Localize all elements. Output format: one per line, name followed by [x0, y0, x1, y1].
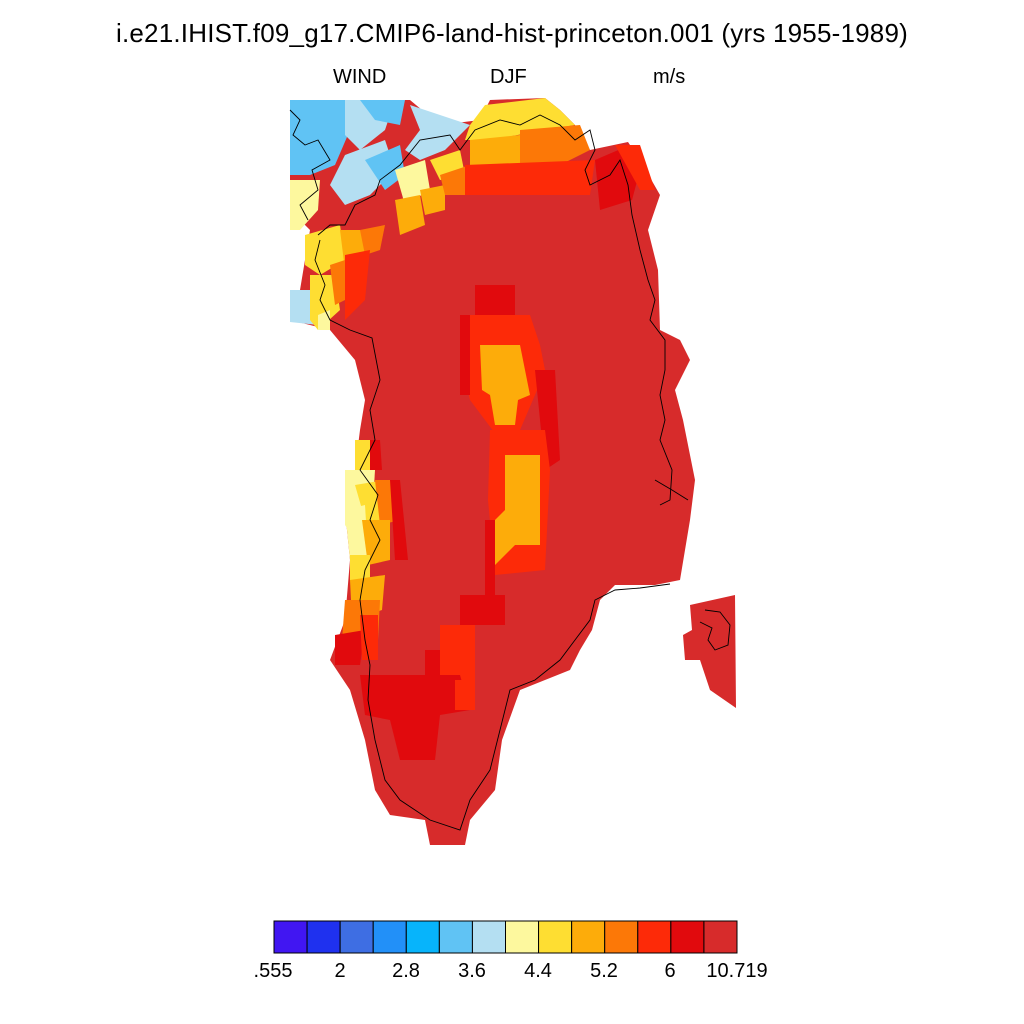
colorbar-swatch [372, 920, 407, 954]
wind-patch [520, 125, 590, 165]
wind-patch [360, 100, 405, 125]
wind-patch [395, 195, 425, 235]
wind-patch [290, 180, 320, 230]
wind-patch [455, 680, 475, 710]
colorbar-label: 10.719 [706, 960, 768, 982]
wind-patch [350, 555, 370, 580]
colorbar-label: 2.8 [392, 960, 420, 982]
wind-patch [355, 440, 370, 470]
wind-patch [480, 345, 530, 425]
coastline [289, 109, 731, 831]
wind-patch [310, 275, 340, 330]
wind-patch [485, 520, 495, 600]
wind-patch [345, 250, 370, 320]
wind-patch [345, 505, 368, 560]
wind-patch [470, 135, 520, 165]
colorbar-label: 5.2 [590, 960, 618, 982]
wind-patch [290, 100, 350, 175]
wind-patch [535, 370, 560, 470]
wind-patch [440, 165, 470, 195]
wind-patch [475, 285, 515, 315]
units-label: m/s [653, 66, 686, 88]
colorbar-label: 6 [664, 960, 676, 982]
colorbar [273, 920, 738, 954]
wind-patch [460, 595, 505, 625]
wind-patch [335, 630, 365, 665]
wind-patch [365, 145, 405, 190]
wind-patch [390, 480, 408, 560]
wind-patch [615, 145, 655, 190]
wind-patch [465, 160, 595, 195]
colorbar-swatch [339, 920, 374, 954]
plot-title: i.e21.IHIST.f09_g17.CMIP6-land-hist-prin… [116, 18, 908, 48]
colorbar-swatch [306, 920, 341, 954]
colorbar-swatch [405, 920, 440, 954]
wind-patch [362, 520, 390, 565]
colorbar-swatch [438, 920, 473, 954]
colorbar-swatch [703, 920, 738, 954]
season-label: DJF [490, 66, 527, 88]
wind-map [289, 98, 736, 845]
wind-patch [420, 185, 445, 215]
wind-patch [460, 315, 470, 395]
colorbar-label: 3.6 [458, 960, 486, 982]
colorbar-label: 4.4 [524, 960, 552, 982]
wind-patch [405, 105, 470, 160]
colorbar-swatch [571, 920, 606, 954]
wind-patch [360, 225, 385, 255]
colorbar-label: 2 [334, 960, 346, 982]
colorbar-swatch [505, 920, 540, 954]
colorbar-swatch [637, 920, 672, 954]
colorbar-swatch [273, 920, 308, 954]
colorbar-swatch [604, 920, 639, 954]
variable-label: WIND [333, 66, 387, 88]
east-island [683, 595, 736, 708]
colorbar-swatch [471, 920, 507, 954]
wind-patch [495, 455, 540, 565]
colorbar-swatch [670, 920, 705, 954]
colorbar-label: .555 [253, 960, 293, 982]
wind-patch [305, 225, 345, 275]
wind-patch [440, 625, 475, 690]
colorbar-swatch [538, 920, 573, 954]
wind-patch [360, 615, 378, 660]
wind-patch [360, 675, 470, 760]
